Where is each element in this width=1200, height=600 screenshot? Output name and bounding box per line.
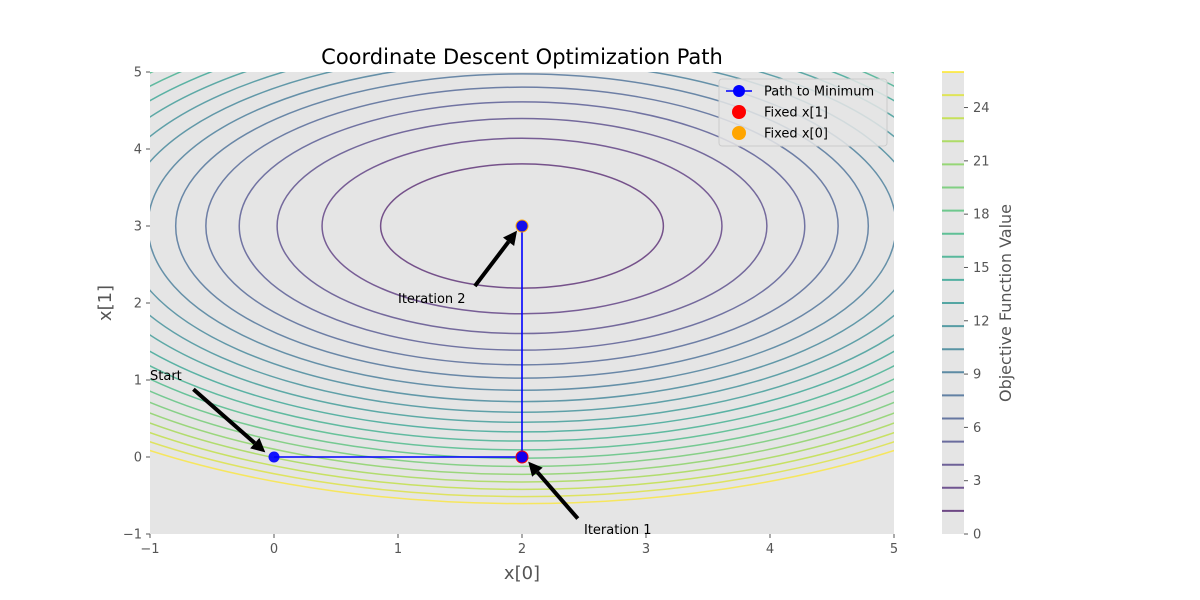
contour-level-15 [150,401,894,468]
x-tick-label: −1 [140,542,159,557]
colorbar-label: Objective Function Value [996,204,1015,402]
colorbar-tick-label: 6 [973,421,981,436]
contour-level-19 [150,440,894,498]
y-tick-label: 5 [134,66,142,81]
path-point [268,451,280,463]
y-tick-label: 3 [134,220,142,235]
chart-title: Coordinate Descent Optimization Path [321,45,723,69]
y-tick-label: −1 [123,528,142,543]
y-tick-label: 0 [134,451,142,466]
legend-swatch-marker [732,105,746,119]
colorbar-tick-label: 3 [973,474,981,489]
contour-level-18 [150,431,894,491]
path-point [516,451,528,463]
x-tick-label: 1 [394,542,402,557]
annotation-arrow-shaft [192,387,257,445]
legend-label: Path to Minimum [764,85,874,100]
legend-label: Fixed x[0] [764,127,828,142]
legend-swatch-marker [732,126,746,140]
optimization-path [268,219,529,464]
colorbar-tick-label: 21 [973,154,990,169]
path-point [516,220,528,232]
legend-box [718,78,888,147]
colorbar-lines [942,71,964,512]
annotation-arrow-shaft [473,240,511,288]
x-tick-label: 0 [270,542,278,557]
legend-swatch-marker [733,85,745,97]
x-tick-label: 3 [642,542,650,557]
axes: −1 0 1 2 3 4 5 −1 0 1 2 3 4 5 [123,66,898,558]
contour-level-16 [150,412,894,475]
annotation-label: Iteration 2 [398,292,466,307]
annotation-arrow-shaft [535,470,580,520]
annotation-arrowhead [502,230,518,247]
colorbar-tick-label: 9 [973,368,981,383]
colorbar-tick-label: 12 [973,314,990,329]
y-tick-label: 1 [134,374,142,389]
annotation-arrowhead [528,461,543,477]
contour-level-17 [150,422,894,483]
colorbar-tick-label: 0 [973,528,981,543]
annotation-label: Start [150,369,182,384]
x-axis-label: x[0] [504,563,540,584]
colorbar-tick-label: 18 [973,208,990,223]
y-axis-label: x[1] [95,285,116,321]
colorbar-tick-label: 24 [973,101,990,116]
colorbar-ticks: 0 3 6 9 12 15 18 21 24 [964,101,990,543]
annotation-label: Iteration 1 [584,523,652,538]
colorbar: 0 3 6 9 12 15 18 21 24 Objective Function Value [942,71,1015,543]
y-tick-label: 2 [134,297,142,312]
legend-label: Fixed x[1] [764,106,828,121]
contour-level-20 [150,449,894,505]
annotation-arrowhead [250,437,266,453]
x-tick-label: 2 [518,542,526,557]
colorbar-tick-label: 15 [973,261,990,276]
annotations: Start Iteration 1 Iteration 2 [150,230,652,538]
legend: Path to Minimum Fixed x[1] Fixed x[0] [718,78,888,147]
y-tick-label: 4 [134,143,142,158]
x-tick-label: 5 [890,542,898,557]
x-tick-label: 4 [766,542,774,557]
